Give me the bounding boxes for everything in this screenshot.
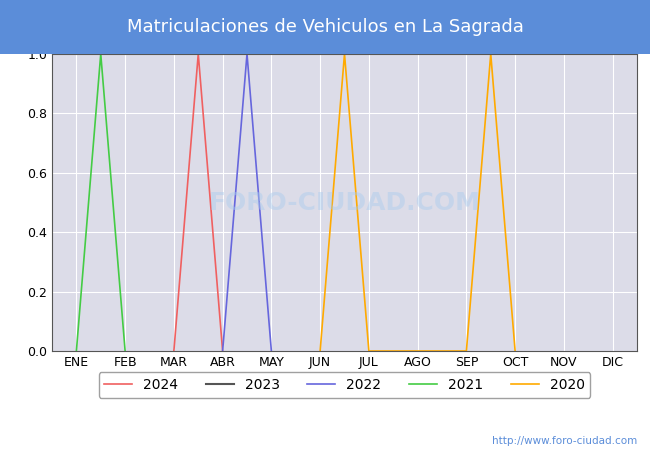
2022: [243, 51, 251, 57]
2021: [72, 348, 81, 354]
2021: [97, 51, 105, 57]
Text: FORO-CIUDAD.COM: FORO-CIUDAD.COM: [209, 190, 480, 215]
2024: [170, 348, 178, 354]
2024: [218, 348, 227, 354]
2020: [487, 51, 495, 57]
2024: [194, 51, 202, 57]
2020: [316, 348, 324, 354]
Line: 2022: 2022: [222, 54, 272, 351]
Line: 2024: 2024: [174, 54, 222, 351]
Line: 2020: 2020: [320, 54, 515, 351]
2020: [341, 51, 348, 57]
2022: [218, 348, 227, 354]
2022: [268, 348, 276, 354]
Text: Matriculaciones de Vehiculos en La Sagrada: Matriculaciones de Vehiculos en La Sagra…: [127, 18, 523, 36]
Line: 2021: 2021: [77, 54, 125, 351]
Legend: 2024, 2023, 2022, 2021, 2020: 2024, 2023, 2022, 2021, 2020: [99, 373, 590, 397]
2020: [365, 348, 373, 354]
2020: [463, 348, 471, 354]
2021: [121, 348, 129, 354]
Text: http://www.foro-ciudad.com: http://www.foro-ciudad.com: [492, 436, 637, 446]
2020: [511, 348, 519, 354]
